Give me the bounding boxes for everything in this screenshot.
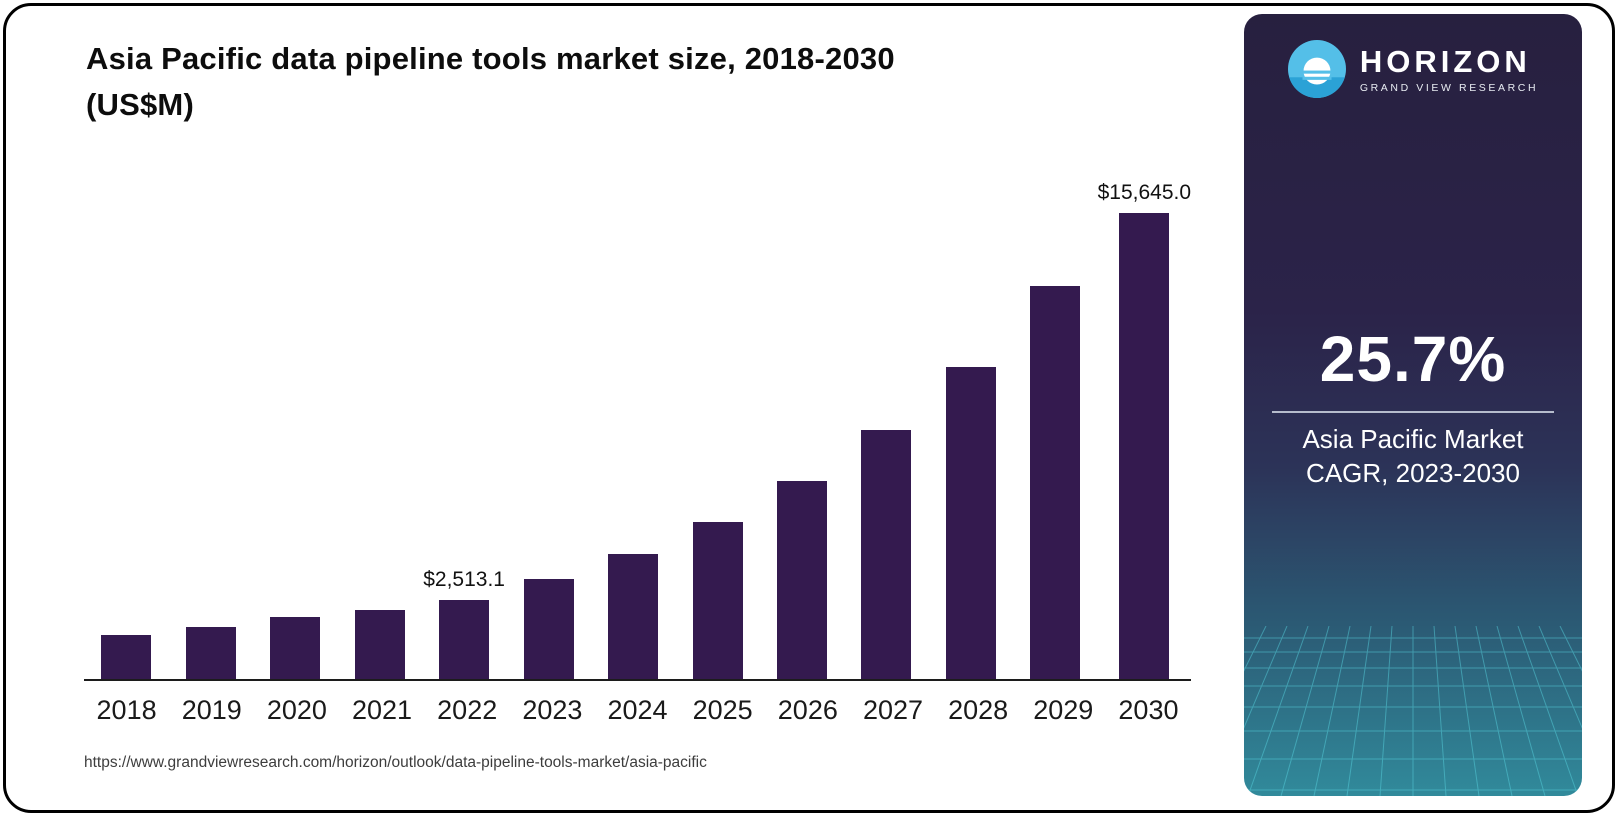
bar-2023 (523, 579, 574, 679)
page-card: Asia Pacific data pipeline tools market … (3, 3, 1615, 813)
x-label-2019: 2019 (181, 695, 242, 725)
x-label-2030: 2030 (1118, 695, 1179, 725)
bar-slot-2023 (506, 181, 590, 679)
bar-value-label-2022: $2,513.1 (423, 568, 505, 591)
brand-subtitle: GRAND VIEW RESEARCH (1359, 81, 1539, 94)
bar-value-label-2030: $15,645.0 (1097, 181, 1192, 204)
cagr-label-line1: Asia Pacific Market (1302, 424, 1524, 454)
chart-title: Asia Pacific data pipeline tools market … (86, 36, 895, 128)
bar-slot-2026 (760, 181, 844, 679)
bar-2028 (945, 367, 996, 679)
x-label-2025: 2025 (692, 695, 753, 725)
sidebar-panel: HORIZON GRAND VIEW RESEARCH 25.7% Asia P… (1244, 14, 1582, 796)
bar-slot-2020 (253, 181, 337, 679)
wireframe-grid-graphic (1244, 626, 1582, 796)
x-label-2018: 2018 (96, 695, 157, 725)
cagr-label: Asia Pacific Market CAGR, 2023-2030 (1244, 422, 1582, 490)
bar-2027 (861, 430, 912, 679)
bar-slot-2019 (168, 181, 252, 679)
cagr-label-line2: CAGR, 2023-2030 (1306, 458, 1520, 488)
bar-slot-2021 (337, 181, 421, 679)
brand-name: HORIZON (1359, 43, 1531, 79)
cagr-value: 25.7% (1319, 323, 1507, 395)
x-label-2027: 2027 (862, 695, 924, 725)
horizon-logo: HORIZON GRAND VIEW RESEARCH (1244, 40, 1582, 98)
x-label-2029: 2029 (1033, 695, 1094, 725)
bar-2026 (776, 481, 827, 679)
x-label-2020: 2020 (266, 695, 327, 725)
bar-2018 (101, 635, 152, 679)
bar-slot-2025 (675, 181, 759, 679)
bar-slot-2027 (844, 181, 928, 679)
x-label-2026: 2026 (777, 695, 838, 725)
x-label-2023: 2023 (522, 695, 583, 725)
bar-slot-2030: $15,645.0 (1098, 181, 1191, 679)
chart-title-line2: (US$M) (86, 87, 194, 122)
bar-slot-2022: $2,513.1 (422, 181, 506, 679)
bar-2029 (1030, 286, 1081, 679)
bar-2021 (354, 610, 405, 679)
x-label-2021: 2021 (352, 695, 413, 725)
bar-slot-2018 (84, 181, 168, 679)
horizon-logo-icon (1287, 40, 1346, 98)
x-label-2022: 2022 (437, 695, 498, 725)
bar-chart: $2,513.1 $15,645.0 2018 2019 2020 2021 2022 20… (84, 181, 1191, 726)
bar-2019 (185, 627, 236, 679)
bar-slot-2028 (929, 181, 1013, 679)
x-axis: 2018 2019 2020 2021 2022 2023 2024 2025 2026 2027… (84, 681, 1191, 726)
bar-2024 (608, 554, 659, 679)
bar-2025 (692, 522, 743, 679)
x-label-2028: 2028 (948, 695, 1009, 725)
chart-title-line1: Asia Pacific data pipeline tools market … (86, 41, 895, 76)
plot-area: $2,513.1 $15,645.0 (84, 181, 1191, 681)
x-label-2024: 2024 (607, 695, 668, 725)
source-url: https://www.grandviewresearch.com/horizo… (84, 754, 707, 771)
bar-slot-2024 (591, 181, 675, 679)
bar-slot-2029 (1013, 181, 1097, 679)
bar-2020 (270, 617, 321, 679)
divider-line (1272, 411, 1554, 413)
brand-text-block: HORIZON GRAND VIEW RESEARCH (1359, 43, 1539, 94)
bar-2030 (1119, 213, 1170, 679)
bar-2022 (439, 600, 490, 679)
